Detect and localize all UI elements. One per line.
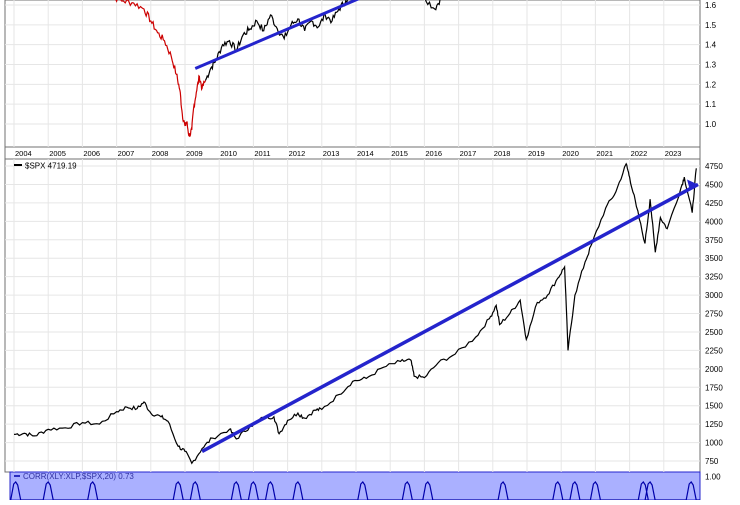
x-tick-label: 2018 bbox=[494, 149, 511, 158]
price-trendline-arrowhead bbox=[687, 179, 698, 191]
price-y-tick-label: 1250 bbox=[705, 420, 723, 429]
x-tick-label: 2007 bbox=[118, 149, 135, 158]
price-y-tick-label: 3750 bbox=[705, 236, 723, 245]
x-tick-label: 2012 bbox=[289, 149, 306, 158]
ratio-y-tick-label: 1.2 bbox=[705, 80, 717, 89]
price-y-tick-label: 4750 bbox=[705, 162, 723, 171]
x-tick-label: 2009 bbox=[186, 149, 203, 158]
price-y-tick-label: 4250 bbox=[705, 199, 723, 208]
price-series-group bbox=[13, 162, 699, 465]
x-tick-label: 2006 bbox=[83, 149, 100, 158]
price-y-tick-label: 2000 bbox=[705, 365, 723, 374]
x-tick-label: 2013 bbox=[323, 149, 340, 158]
x-tick-label: 2016 bbox=[425, 149, 442, 158]
price-y-tick-label: 1750 bbox=[705, 383, 723, 392]
ratio-y-tick-label: 1.0 bbox=[705, 120, 717, 129]
indicator-y-tick-label: 1.00 bbox=[705, 473, 721, 482]
price-y-tick-label: 750 bbox=[705, 457, 719, 466]
x-tick-label: 2015 bbox=[391, 149, 408, 158]
x-tick-label: 2021 bbox=[596, 149, 613, 158]
x-tick-label: 2020 bbox=[562, 149, 579, 158]
indicator-panel bbox=[9, 471, 701, 501]
ratio-y-tick-label: 1.6 bbox=[705, 1, 717, 10]
price-y-tick-label: 2500 bbox=[705, 328, 723, 337]
price-legend: $SPX 4719.19 bbox=[14, 162, 77, 171]
ratio-y-tick-label: 1.3 bbox=[705, 61, 717, 70]
label-layer: 2004 2005 2006 2007 2008 2009 2010 2011 2012 2013… bbox=[15, 1, 723, 466]
price-y-tick-label: 2250 bbox=[705, 346, 723, 355]
price-y-tick-label: 3250 bbox=[705, 273, 723, 282]
ratio-series-line bbox=[115, 0, 207, 138]
x-tick-label: 2019 bbox=[528, 149, 545, 158]
ratio-series-group bbox=[115, 0, 441, 138]
x-tick-label: 2022 bbox=[631, 149, 648, 158]
x-tick-label: 2005 bbox=[49, 149, 66, 158]
ratio-y-tick-label: 1.4 bbox=[705, 41, 717, 50]
x-tick-label: 2023 bbox=[665, 149, 682, 158]
price-y-tick-label: 3000 bbox=[705, 291, 723, 300]
x-tick-label: 2014 bbox=[357, 149, 374, 158]
x-tick-label: 2008 bbox=[152, 149, 169, 158]
indicator-legend: CORR(XLY:XLP,$SPX,20) 0.73 bbox=[14, 472, 134, 481]
series-layer bbox=[10, 0, 700, 501]
price-y-tick-label: 1000 bbox=[705, 439, 723, 448]
ratio-y-tick-label: 1.5 bbox=[705, 21, 717, 30]
price-legend-label: $SPX 4719.19 bbox=[25, 162, 77, 171]
price-y-tick-label: 1500 bbox=[705, 402, 723, 411]
ratio-y-tick-label: 1.1 bbox=[705, 100, 717, 109]
ratio-trendline bbox=[194, 0, 360, 70]
grid-layer bbox=[5, 0, 700, 472]
x-tick-label: 2017 bbox=[460, 149, 477, 158]
price-trendline bbox=[201, 182, 699, 453]
price-y-tick-label: 4500 bbox=[705, 180, 723, 189]
price-series-line bbox=[13, 162, 697, 465]
x-tick-label: 2010 bbox=[220, 149, 237, 158]
indicator-legend-label: CORR(XLY:XLP,$SPX,20) 0.73 bbox=[23, 472, 134, 481]
price-y-tick-label: 4000 bbox=[705, 217, 723, 226]
price-y-tick-label: 2750 bbox=[705, 310, 723, 319]
price-y-tick-label: 3500 bbox=[705, 254, 723, 263]
x-tick-label: 2004 bbox=[15, 149, 32, 158]
x-tick-label: 2011 bbox=[254, 149, 270, 158]
